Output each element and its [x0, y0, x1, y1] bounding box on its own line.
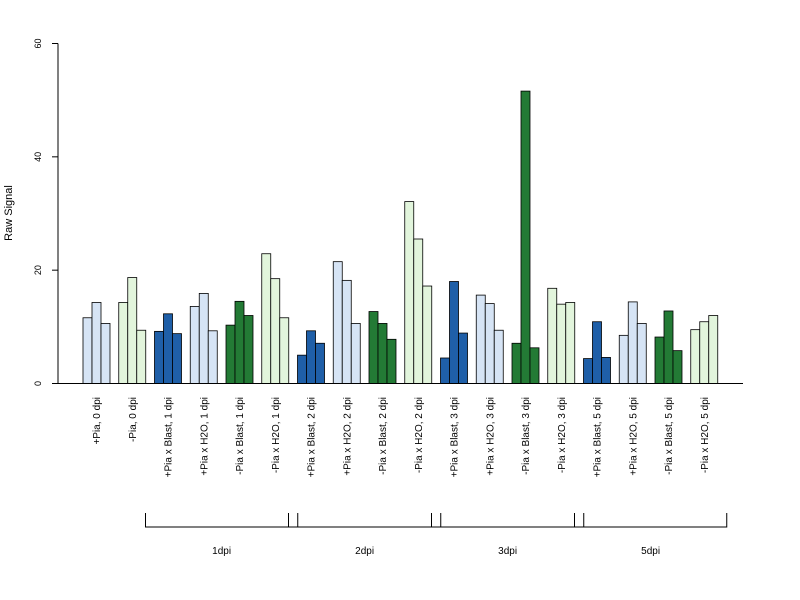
bar [547, 287, 558, 384]
x-tick-label: -Pia x H2O, 1 dpi [271, 397, 282, 473]
y-tick-label: 40 [33, 152, 43, 162]
bar [511, 342, 522, 384]
group-label: 5dpi [641, 546, 660, 557]
bar [350, 323, 361, 384]
bar [368, 311, 379, 384]
x-tick-label: +Pia x Blast, 1 dpi [164, 397, 175, 477]
y-tick-label: 0 [33, 381, 43, 386]
group-label: 3dpi [498, 546, 517, 557]
bar [529, 347, 540, 384]
bar [520, 90, 531, 384]
group-brackets: 1dpi 2dpi 3dpi 5dpi [145, 513, 728, 557]
bar [225, 324, 236, 384]
bar [100, 323, 111, 384]
bar [475, 294, 486, 384]
x-tick-label: -Pia x Blast, 1 dpi [235, 397, 246, 475]
bar [672, 350, 683, 384]
bar [484, 303, 495, 384]
y-axis-label: Raw Signal [3, 185, 15, 241]
group-label: 1dpi [212, 546, 231, 557]
x-tick-label: -Pia x Blast, 2 dpi [378, 397, 389, 475]
bar [413, 238, 424, 384]
bars [82, 90, 719, 384]
bar [458, 332, 468, 384]
x-tick-labels: +Pia, 0 dpi -Pia, 0 dpi +Pia x Blast, 1 dp… [92, 397, 711, 477]
y-tick-label: 60 [33, 38, 43, 48]
x-tick-label: +Pia, 0 dpi [92, 397, 103, 445]
bar [270, 278, 281, 384]
bar [154, 330, 164, 384]
bar [341, 279, 352, 384]
bar [279, 317, 290, 384]
bar [234, 300, 245, 384]
x-tick-label: +Pia x Blast, 2 dpi [307, 397, 318, 477]
group-bracket [288, 513, 442, 528]
bar [449, 281, 459, 384]
group-label: 2dpi [355, 546, 374, 557]
bar [315, 342, 325, 384]
bar [377, 323, 388, 384]
bar [386, 338, 397, 384]
bar [565, 302, 576, 384]
x-tick-label: -Pia x H2O, 5 dpi [700, 397, 711, 473]
bar [136, 329, 147, 384]
bar [207, 330, 218, 384]
bar [592, 321, 602, 384]
bar [583, 358, 593, 384]
bar [404, 201, 415, 384]
bar [618, 334, 629, 384]
bar [708, 315, 719, 384]
bar [699, 321, 710, 384]
bar [306, 330, 316, 384]
x-tick-label: -Pia x Blast, 3 dpi [521, 397, 532, 475]
bar [118, 302, 129, 384]
x-tick-label: -Pia x H2O, 2 dpi [414, 397, 425, 473]
bar [556, 303, 567, 384]
bar [127, 277, 138, 384]
bar [297, 354, 307, 384]
bar [440, 357, 450, 384]
x-tick-label: +Pia x H2O, 1 dpi [199, 397, 210, 476]
bar [636, 323, 647, 384]
bar [493, 329, 504, 384]
x-tick-label: -Pia x H2O, 3 dpi [557, 397, 568, 473]
bar [198, 292, 209, 384]
x-tick-label: +Pia x Blast, 5 dpi [593, 397, 604, 477]
bar [627, 301, 638, 384]
x-tick-label: +Pia x Blast, 3 dpi [450, 397, 461, 477]
x-tick-label: +Pia x H2O, 5 dpi [628, 397, 639, 476]
x-tick-label: +Pia x H2O, 3 dpi [485, 397, 496, 476]
bar [332, 261, 343, 384]
bar [654, 336, 665, 384]
bar [189, 306, 200, 384]
group-bracket [574, 513, 728, 528]
y-axis: 0 20 40 60 [33, 38, 59, 386]
bar [601, 357, 611, 384]
bar [261, 253, 272, 384]
group-bracket [145, 513, 299, 528]
x-tick-label: +Pia x H2O, 2 dpi [342, 397, 353, 476]
x-tick-label: -Pia x Blast, 5 dpi [664, 397, 675, 475]
y-tick-label: 20 [33, 265, 43, 275]
bar [82, 317, 93, 384]
group-bracket [431, 513, 585, 528]
bar [663, 310, 674, 384]
bar [690, 329, 701, 384]
bar [163, 313, 173, 384]
x-tick-label: -Pia, 0 dpi [128, 397, 139, 442]
bar [422, 285, 433, 384]
bar [91, 302, 102, 384]
bar [172, 333, 182, 384]
bar [243, 315, 254, 384]
